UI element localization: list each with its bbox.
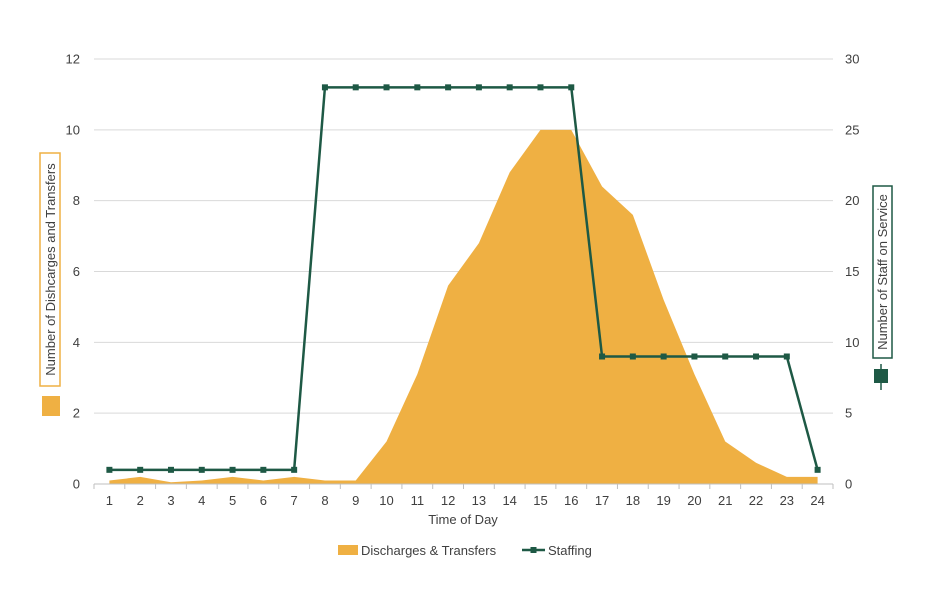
x-tick-label: 6 — [260, 493, 267, 508]
area-discharges-transfers — [109, 129, 818, 485]
x-tick-label: 24 — [810, 493, 824, 508]
staffing-point — [568, 84, 575, 91]
x-tick-label: 9 — [352, 493, 359, 508]
x-tick-label: 3 — [167, 493, 174, 508]
x-tick-label: 12 — [441, 493, 455, 508]
right-y-tick-label: 15 — [845, 264, 859, 279]
right-axis-title-box — [872, 185, 893, 359]
x-axis-title: Time of Day — [428, 512, 498, 527]
staffing-point — [445, 84, 452, 91]
x-tick-label: 4 — [198, 493, 205, 508]
legend-swatch-staffing-marker — [530, 547, 537, 553]
legend: Discharges & Transfers Staffing — [338, 543, 592, 558]
x-axis-ticks: 1 2 3 4 5 6 7 8 9 10 11 12 13 14 15 16 17 18 19 20 21 22 23 24 — [93, 484, 834, 508]
right-y-tick-label: 25 — [845, 122, 859, 137]
left-axis-title-box — [39, 152, 61, 387]
x-tick-label: 18 — [626, 493, 640, 508]
staffing-point — [352, 84, 359, 91]
x-tick-label: 8 — [321, 493, 328, 508]
staffing-point — [599, 353, 606, 360]
staffing-point — [660, 353, 667, 360]
staffing-point — [629, 353, 636, 360]
staffing-point — [475, 84, 482, 91]
x-tick-label: 11 — [411, 493, 425, 508]
staffing-point — [383, 84, 390, 91]
right-y-tick-label: 0 — [845, 477, 852, 492]
right-y-axis-ticks: 0 5 10 15 20 25 30 — [845, 52, 859, 492]
staffing-point — [783, 353, 790, 360]
x-tick-label: 17 — [595, 493, 609, 508]
x-tick-label: 14 — [502, 493, 516, 508]
left-y-tick-label: 0 — [73, 477, 80, 492]
x-tick-label: 7 — [291, 493, 298, 508]
left-y-tick-label: 12 — [66, 52, 80, 67]
left-axis-title: Number of Dishcarges and Transfers — [43, 163, 58, 376]
x-tick-label: 13 — [472, 493, 486, 508]
x-tick-label: 16 — [564, 493, 578, 508]
x-tick-label: 5 — [229, 493, 236, 508]
staffing-point — [321, 84, 328, 91]
left-y-axis-ticks: 0 2 4 6 8 10 12 — [66, 52, 80, 492]
legend-label-discharges: Discharges & Transfers — [361, 543, 497, 558]
x-tick-label: 2 — [137, 493, 144, 508]
staffing-point — [229, 466, 236, 473]
staffing-point — [260, 466, 267, 473]
x-tick-label: 10 — [379, 493, 393, 508]
right-y-tick-label: 10 — [845, 335, 859, 350]
right-y-tick-label: 20 — [845, 193, 859, 208]
legend-label-staffing: Staffing — [548, 543, 592, 558]
left-y-tick-label: 8 — [73, 193, 80, 208]
staffing-point — [106, 466, 113, 473]
x-tick-label: 1 — [106, 493, 113, 508]
x-tick-label: 19 — [656, 493, 670, 508]
staffing-point — [291, 466, 298, 473]
right-axis-series-key — [874, 364, 888, 390]
staffing-point — [691, 353, 698, 360]
staffing-point — [198, 466, 205, 473]
right-y-tick-label: 30 — [845, 52, 859, 67]
left-y-tick-label: 4 — [73, 335, 80, 350]
right-y-tick-label: 5 — [845, 406, 852, 421]
staffing-point — [722, 353, 729, 360]
left-y-tick-label: 6 — [73, 264, 80, 279]
staffing-point — [753, 353, 760, 360]
x-tick-label: 15 — [533, 493, 547, 508]
staffing-point — [414, 84, 421, 91]
left-y-tick-label: 10 — [66, 122, 80, 137]
left-y-tick-label: 2 — [73, 406, 80, 421]
staffing-point — [167, 466, 174, 473]
x-tick-label: 22 — [749, 493, 763, 508]
staffing-point — [506, 84, 513, 91]
legend-swatch-discharges — [338, 545, 358, 555]
staffing-point — [137, 466, 144, 473]
x-tick-label: 21 — [718, 493, 732, 508]
x-tick-label: 20 — [687, 493, 701, 508]
x-tick-label: 23 — [780, 493, 794, 508]
line-staffing — [109, 86, 819, 472]
right-axis-title: Number of Staff on Service — [875, 194, 890, 350]
staffing-markers — [106, 84, 821, 473]
staffing-point — [537, 84, 544, 91]
staffing-point — [814, 466, 821, 473]
left-axis-series-key — [42, 396, 60, 416]
